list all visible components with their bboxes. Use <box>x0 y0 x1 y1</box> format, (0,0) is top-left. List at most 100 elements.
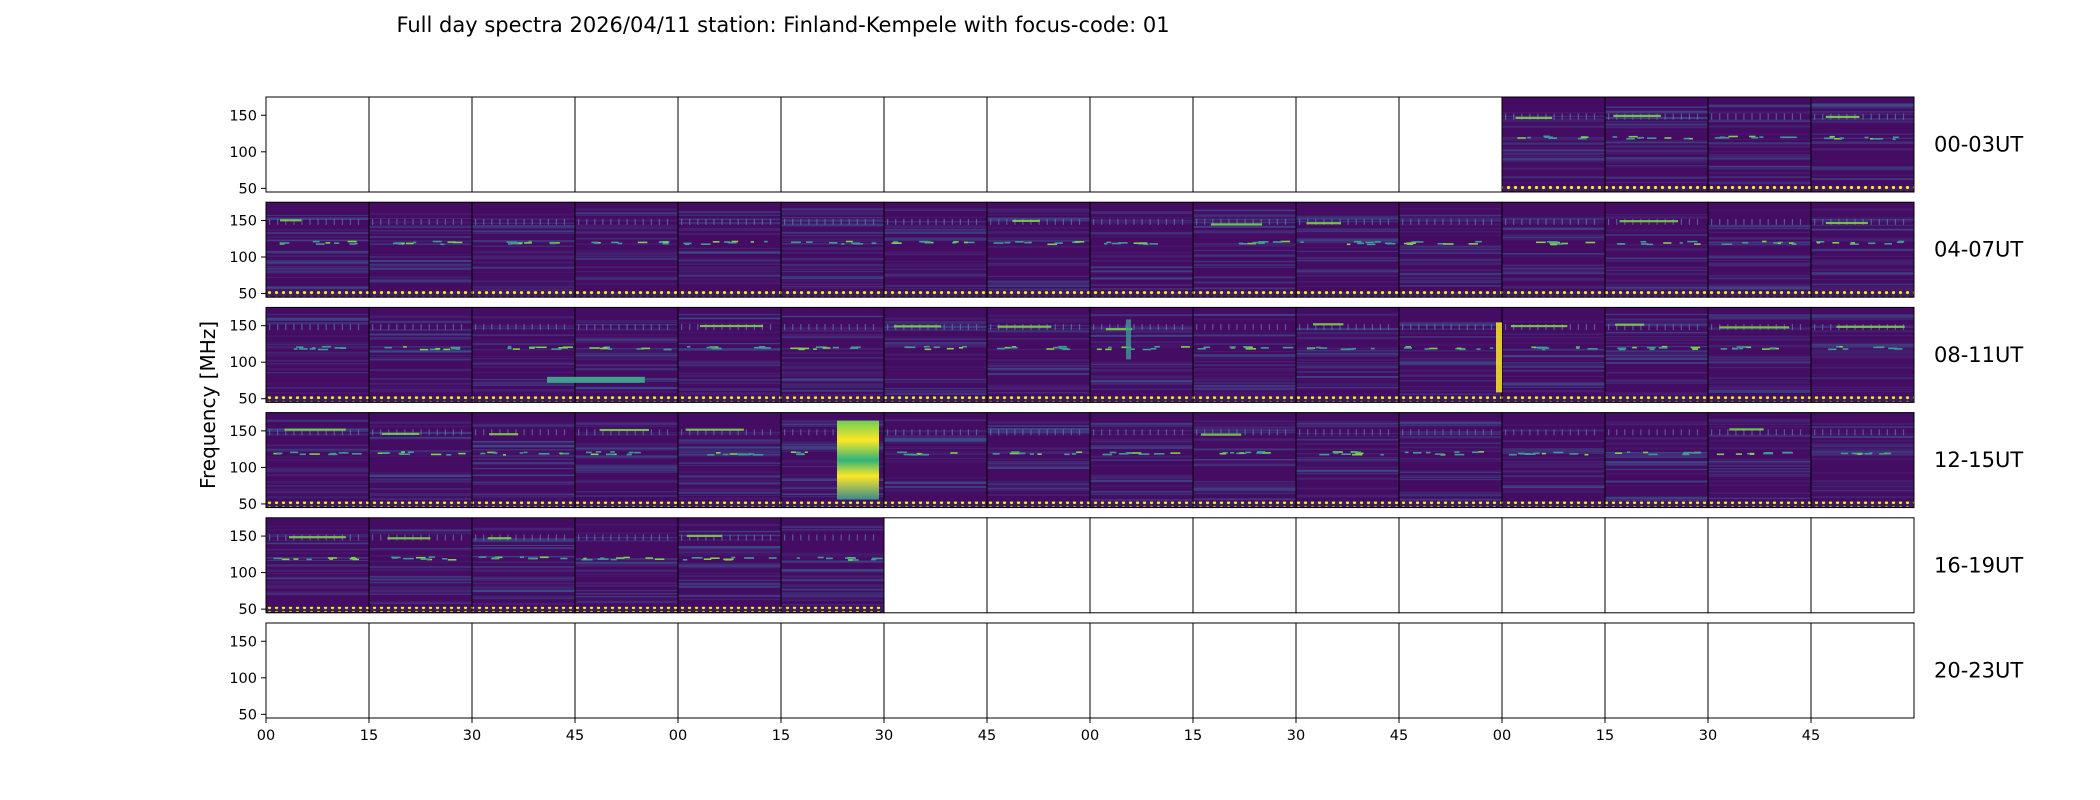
bright-line <box>1719 326 1790 329</box>
noise-stripe <box>1605 150 1708 153</box>
noise-stripe <box>987 447 1090 450</box>
noise-stripe <box>1399 446 1502 449</box>
noise-stripe <box>1399 208 1502 210</box>
noise-stripe <box>1605 382 1708 384</box>
noise-stripe <box>369 547 472 550</box>
noise-stripe <box>1502 158 1605 160</box>
noise-stripe <box>884 477 987 479</box>
carrier-tick <box>1696 429 1699 436</box>
noise-stripe <box>1090 380 1193 383</box>
noise-stripe <box>1502 490 1605 492</box>
noise-stripe <box>472 440 575 444</box>
carrier-tick <box>1347 218 1349 225</box>
carrier-tick <box>309 429 311 436</box>
noise-stripe <box>987 367 1090 370</box>
carrier-tick <box>784 218 786 225</box>
carrier-tick <box>1062 324 1064 331</box>
noise-stripe <box>884 481 987 484</box>
band-line <box>1149 243 1158 245</box>
y-tick-label: 150 <box>229 424 257 440</box>
noise-stripe <box>781 211 884 214</box>
noise-stripe <box>575 571 678 572</box>
x-tick-label: 45 <box>566 728 584 744</box>
noise-stripe <box>369 494 472 496</box>
carrier-tick <box>1402 429 1404 436</box>
band-line <box>1857 453 1862 455</box>
noise-stripe <box>472 576 575 579</box>
carrier-tick <box>1284 429 1287 436</box>
row-time-label: 04-07UT <box>1934 238 2023 262</box>
spectrum-panel <box>1192 412 1297 509</box>
carrier-tick <box>610 429 612 436</box>
noise-stripe <box>884 489 987 492</box>
noise-stripe <box>472 545 575 546</box>
bright-line <box>1613 114 1661 117</box>
noise-stripe <box>369 532 472 535</box>
noise-stripe <box>1090 335 1193 337</box>
band-line <box>590 453 599 456</box>
carrier-tick <box>333 324 335 331</box>
band-line <box>611 241 619 244</box>
noise-stripe <box>575 457 678 460</box>
noise-stripe <box>1708 119 1811 121</box>
noise-stripe <box>1811 363 1914 365</box>
band-line <box>1553 451 1564 454</box>
spectrum-panel <box>471 412 576 509</box>
spectra-row <box>265 412 1915 509</box>
band-line <box>1319 347 1328 349</box>
noise-stripe <box>1090 288 1193 290</box>
noise-stripe <box>266 369 369 371</box>
band-line <box>1405 346 1411 348</box>
noise-stripe <box>472 528 575 531</box>
bright-line <box>381 432 420 435</box>
noise-stripe <box>1502 342 1605 344</box>
band-line <box>1170 452 1181 454</box>
noise-stripe <box>1605 342 1708 344</box>
noise-stripe <box>369 455 472 457</box>
carrier-tick <box>1902 113 1905 120</box>
noise-stripe <box>369 243 472 245</box>
noise-stripe <box>472 245 575 247</box>
carrier-tick <box>1783 429 1785 436</box>
noise-stripe <box>1090 314 1193 316</box>
carrier-tick <box>586 324 588 331</box>
y-tick-label: 150 <box>229 213 257 229</box>
carrier-tick <box>1751 429 1753 436</box>
carrier-tick <box>1284 324 1287 331</box>
carrier-tick <box>555 534 557 541</box>
noise-stripe <box>472 379 575 381</box>
spectrum-panel <box>1501 201 1606 298</box>
band-line <box>610 558 617 561</box>
noise-stripe <box>781 368 884 370</box>
carrier-tick <box>539 218 541 225</box>
carrier-tick <box>792 324 794 331</box>
noise-stripe <box>1708 105 1811 108</box>
noise-stripe <box>1605 165 1708 168</box>
carrier-tick <box>1743 113 1745 120</box>
noise-stripe <box>1708 355 1811 358</box>
carrier-tick <box>1062 218 1064 225</box>
noise-stripe <box>1090 369 1193 371</box>
band-line <box>281 558 290 561</box>
noise-stripe <box>678 564 781 568</box>
carrier-tick <box>1117 324 1119 331</box>
noise-stripe <box>1296 448 1399 450</box>
noise-stripe <box>1708 259 1811 261</box>
noise-stripe <box>1605 126 1708 129</box>
noise-stripe <box>575 524 678 526</box>
band-line <box>946 347 954 350</box>
noise-stripe <box>1605 273 1708 275</box>
calibration-band <box>1502 186 1605 191</box>
noise-stripe <box>781 465 884 468</box>
band-line <box>1728 135 1738 138</box>
noise-stripe <box>781 240 884 242</box>
noise-stripe <box>472 343 575 345</box>
noise-stripe <box>1399 269 1502 272</box>
carrier-tick <box>547 218 549 225</box>
band-line <box>1105 348 1112 351</box>
band-line <box>1517 137 1526 139</box>
noise-stripe <box>1502 138 1605 141</box>
band-line <box>559 452 563 455</box>
band-line <box>1893 136 1899 139</box>
noise-stripe <box>1811 121 1914 123</box>
